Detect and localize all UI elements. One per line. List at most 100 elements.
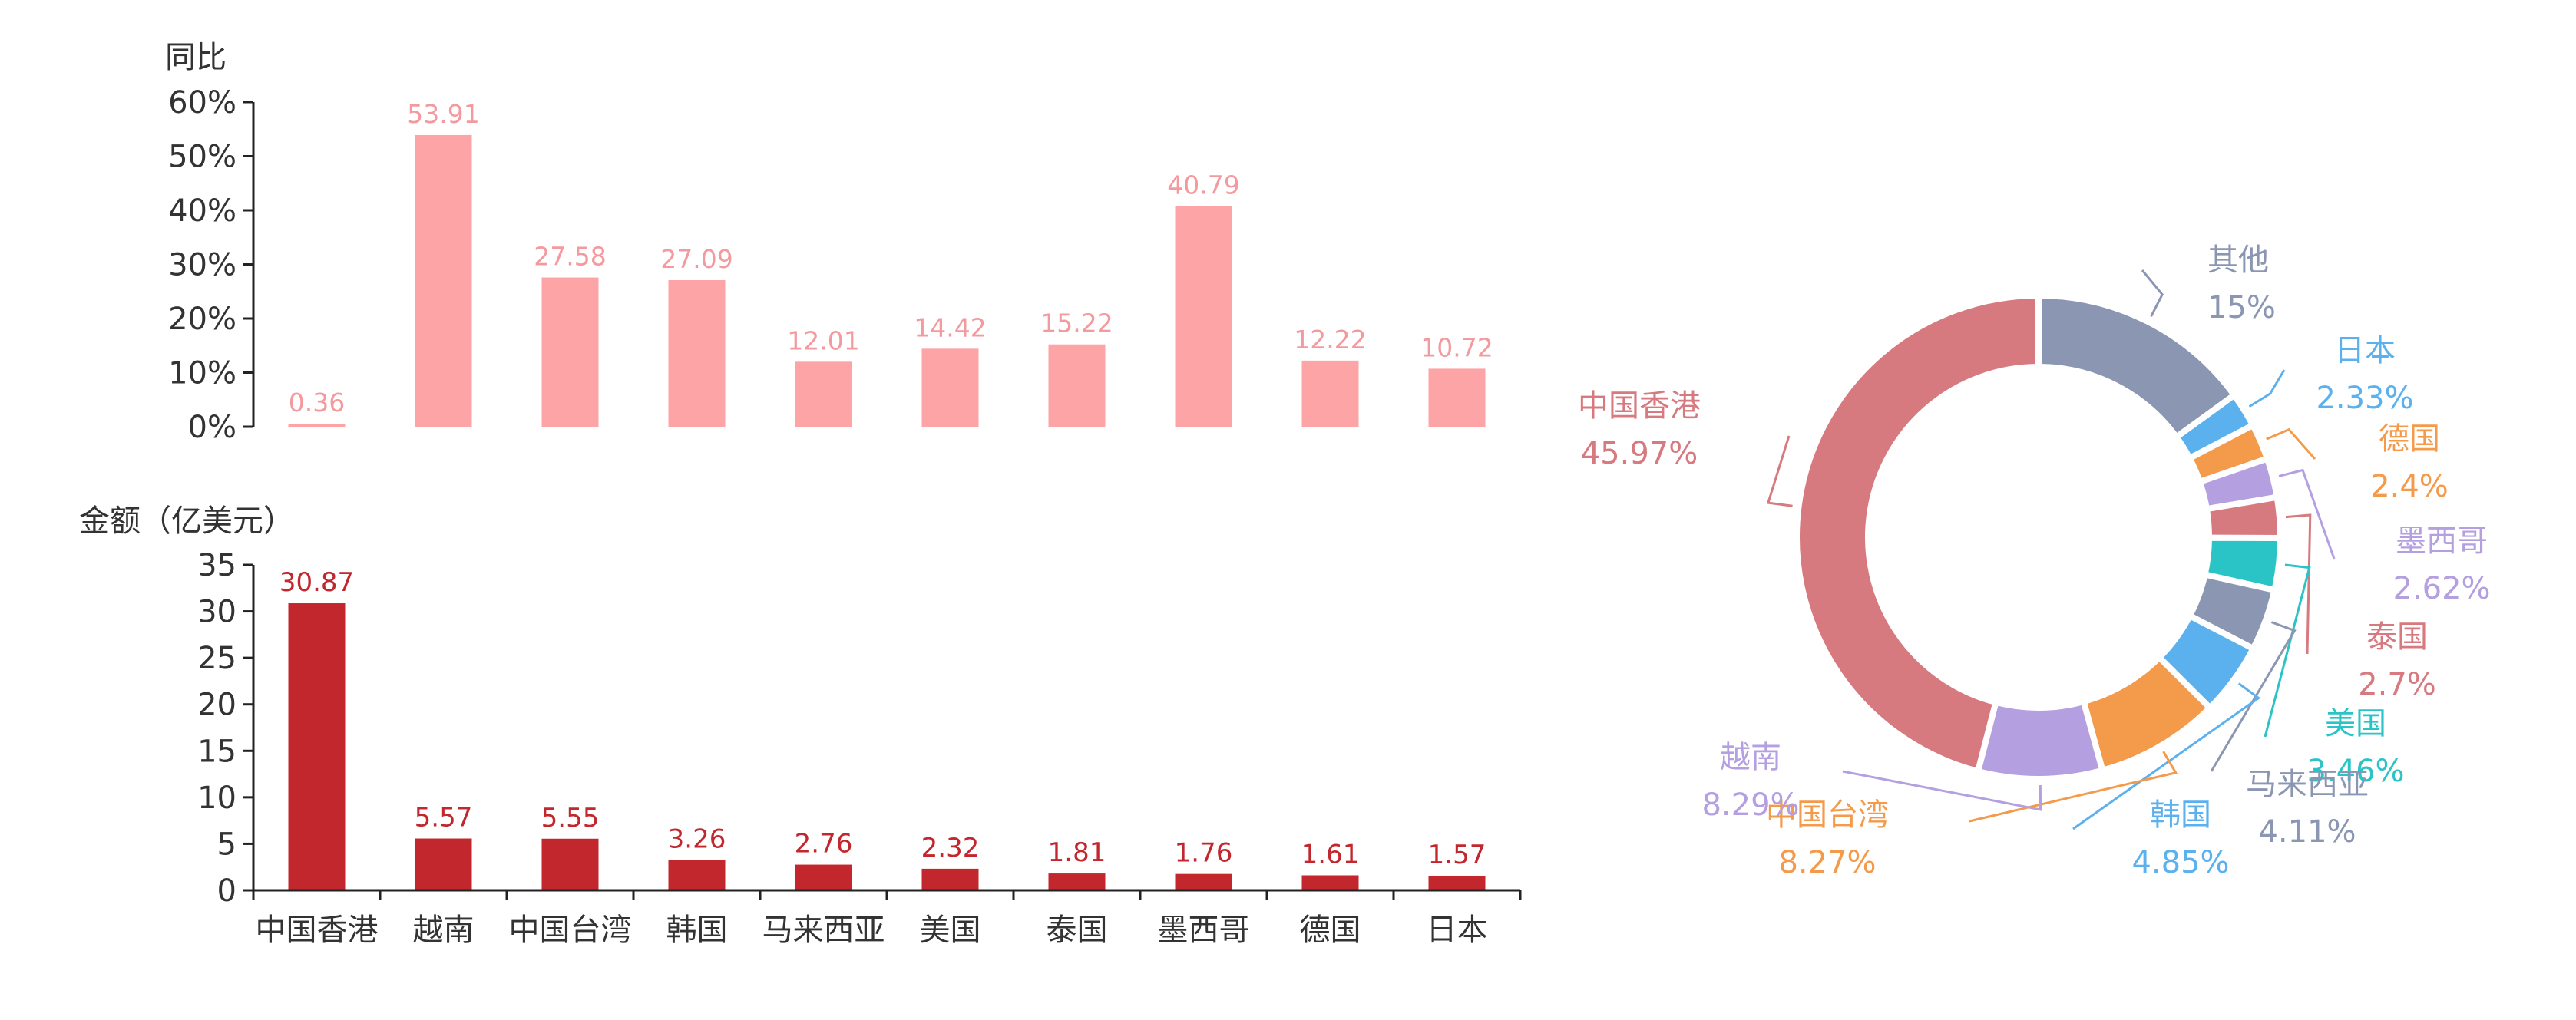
leader-line (2278, 468, 2336, 560)
yoy-bar-chart: 同比 0% 10% 20% 30% 40% 50% 60% 0.36 53.91 27.58 27.0… (165, 40, 1493, 445)
bar-value-label: 5.55 (541, 803, 600, 833)
bar (415, 134, 472, 427)
leader-line (2072, 682, 2261, 830)
bar-value-label: 3.26 (668, 824, 726, 855)
y-tick-label: 25 (197, 641, 236, 676)
bar-value-label: 10.72 (1420, 332, 1493, 362)
donut-slice-percent: 4.85% (2131, 845, 2229, 880)
y-tick-label: 30% (168, 248, 236, 283)
bar (1048, 344, 1106, 427)
donut-slice-percent: 15% (2207, 290, 2276, 325)
donut-slice (1974, 698, 2107, 782)
bar-value-label: 12.01 (787, 325, 859, 355)
donut-slice-name: 日本 (2334, 333, 2396, 368)
leader-line (2141, 269, 2164, 317)
x-tick-label: 越南 (413, 913, 475, 948)
donut-slice-name: 中国香港 (1578, 388, 1701, 424)
bar (795, 864, 852, 890)
y-axis-title: 同比 (165, 40, 227, 75)
donut-slice-name: 韩国 (2150, 797, 2211, 833)
y-tick-label: 0% (188, 410, 236, 445)
bar-value-label: 14.42 (914, 312, 986, 342)
donut-slice-name: 德国 (2379, 421, 2440, 457)
donut-slice-name: 墨西哥 (2396, 523, 2488, 559)
y-tick-label: 15 (197, 734, 236, 769)
donut-slice-percent: 4.11% (2258, 814, 2356, 850)
donut-slice-percent: 3.46% (2306, 754, 2404, 789)
x-tick-label: 德国 (1300, 913, 1361, 948)
bar (1048, 873, 1106, 890)
bar-value-label: 1.61 (1301, 839, 1360, 870)
bar-value-label: 1.76 (1175, 838, 1233, 869)
bar-value-label: 1.57 (1428, 840, 1486, 870)
leader-line (1969, 751, 2178, 823)
leader-line (2266, 427, 2316, 460)
bar (541, 277, 599, 427)
donut-slice-percent: 2.33% (2316, 381, 2413, 416)
bar (795, 361, 852, 427)
donut-slice (1794, 292, 2042, 775)
donut-slice-name: 中国台湾 (1766, 797, 1889, 833)
x-tick-label: 泰国 (1047, 913, 1108, 948)
y-tick-label: 20% (168, 302, 236, 337)
x-tick-label: 美国 (920, 913, 981, 948)
donut-slice-name: 越南 (1720, 740, 1781, 775)
bar (415, 838, 472, 890)
y-tick-label: 10% (168, 356, 236, 391)
donut-slice-percent: 8.29% (1701, 787, 1799, 823)
bar-value-label: 27.58 (534, 242, 606, 272)
bar (288, 424, 346, 427)
y-tick-label: 0 (217, 873, 236, 909)
leader-line (2248, 369, 2286, 408)
x-tick-label: 韩国 (666, 913, 728, 948)
bar (1428, 875, 1486, 890)
bar-value-label: 53.91 (407, 99, 479, 129)
bar (1428, 368, 1486, 427)
bar-value-label: 2.32 (921, 833, 980, 863)
y-tick-label: 40% (168, 193, 236, 229)
y-axis-title: 金额（亿美元） (79, 503, 294, 539)
bar (921, 348, 979, 427)
donut-slice-name: 美国 (2325, 706, 2386, 741)
y-tick-label: 30 (197, 595, 236, 630)
leader-line (2210, 621, 2297, 772)
bar-value-label: 12.22 (1294, 325, 1366, 355)
y-tick-label: 20 (197, 688, 236, 723)
leader-line (2264, 563, 2311, 738)
x-tick-label: 日本 (1427, 913, 1488, 948)
bar (1301, 360, 1359, 427)
bar (1175, 206, 1232, 427)
y-tick-label: 60% (168, 85, 236, 120)
bar-value-label: 15.22 (1040, 309, 1113, 338)
y-tick-label: 50% (168, 140, 236, 175)
bar-value-label: 2.76 (795, 829, 853, 860)
donut-slice-percent: 2.4% (2370, 469, 2449, 504)
donut-slice-percent: 2.62% (2392, 571, 2490, 606)
leader-line (2285, 513, 2312, 655)
x-tick-label: 马来西亚 (762, 913, 885, 948)
bar (668, 280, 726, 427)
y-tick-label: 10 (197, 781, 236, 816)
donut-slice-percent: 2.7% (2358, 667, 2436, 702)
bar-value-label: 27.09 (660, 244, 732, 274)
bar-value-label: 0.36 (289, 388, 345, 418)
bar-value-label: 30.87 (279, 567, 354, 598)
bar-value-label: 40.79 (1167, 170, 1239, 200)
y-tick-label: 5 (217, 827, 236, 862)
bar-value-label: 5.57 (415, 803, 473, 833)
donut-slice-name: 其他 (2207, 243, 2269, 278)
leader-line (1766, 435, 1793, 507)
share-donut-chart: 其他 15% 日本 2.33% 德国 2.4% 墨西哥 2.62% 泰国 2.7% 美国 3.46%马… (1578, 243, 2491, 880)
bar (668, 860, 726, 890)
category-axis-labels: 中国香港 越南 中国台湾 韩国 马来西亚 美国 泰国 墨西哥 德国 日本 (252, 889, 1522, 948)
x-tick-label: 墨西哥 (1158, 913, 1250, 948)
bar (288, 603, 346, 890)
bar (921, 868, 979, 890)
bar (541, 838, 599, 890)
bar-value-label: 1.81 (1048, 837, 1106, 868)
leader-line (1842, 770, 2042, 811)
amount-bar-chart: 金额（亿美元） 0 5 10 15 20 25 30 35 30.87 5.57 5.55 3.26 2.… (79, 503, 1486, 909)
bar (1175, 873, 1232, 890)
y-tick-label: 35 (197, 548, 236, 583)
